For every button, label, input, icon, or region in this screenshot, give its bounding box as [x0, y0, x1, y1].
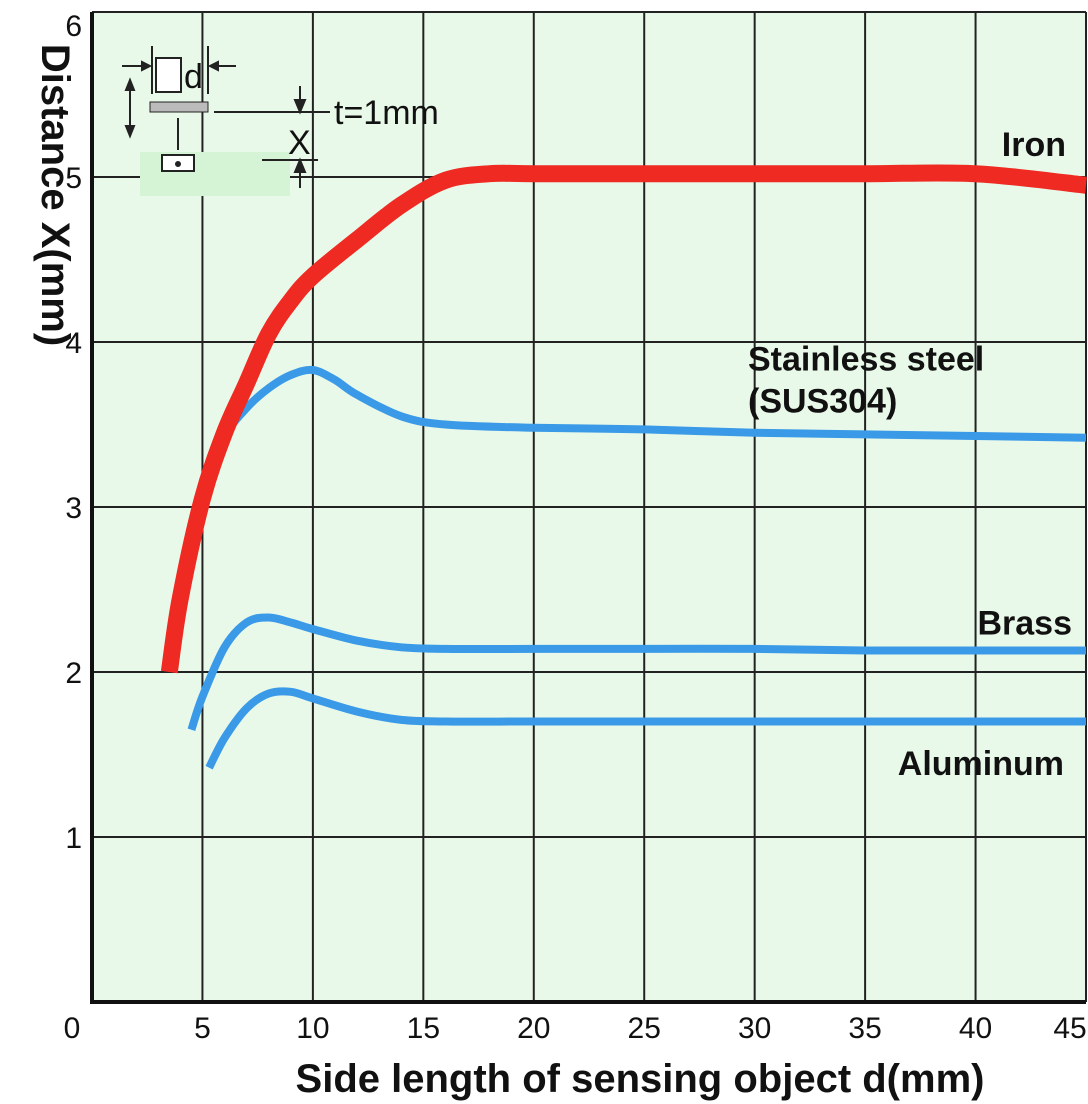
series-label: Aluminum: [898, 745, 1064, 783]
inset-dimension-lines: [124, 77, 330, 188]
x-tick-label: 20: [517, 1012, 550, 1045]
inset-thickness-label: t=1mm: [334, 94, 439, 132]
y-tick-label: 5: [65, 162, 82, 195]
x-tick-label: 35: [848, 1012, 881, 1045]
inset-x-label: X: [288, 124, 311, 162]
series-label: Iron: [1002, 126, 1066, 164]
y-tick-label: 4: [65, 327, 82, 360]
x-tick-label: 45: [1053, 1012, 1086, 1045]
series-label: Brass: [977, 605, 1072, 643]
y-tick-labels: 1 2 3 4 5 6: [65, 10, 82, 855]
series-labels: Iron Stainless steel (SUS304) Brass Aluminum: [748, 126, 1072, 783]
y-tick-label: 2: [65, 657, 82, 690]
series-line-aluminum: [205, 687, 1086, 770]
x-tick-label: 15: [407, 1012, 440, 1045]
x-tick-label: 0: [64, 1012, 81, 1045]
inset-d-label: d: [184, 58, 203, 96]
x-tick-labels: 0 5 10 15 20 25 30 35 40 45: [64, 1012, 1087, 1045]
series-line-iron: [160, 164, 1087, 674]
y-tick-label: 6: [65, 10, 82, 43]
x-tick-label: 40: [959, 1012, 992, 1045]
inset-sensor-dot: [175, 161, 181, 167]
series-label: (SUS304): [748, 383, 897, 421]
y-tick-label: 3: [65, 492, 82, 525]
y-tick-label: 1: [65, 822, 82, 855]
series-lines: [160, 164, 1087, 770]
x-tick-label: 30: [738, 1012, 771, 1045]
x-tick-label: 10: [296, 1012, 329, 1045]
series-label: Stainless steel: [748, 341, 984, 379]
x-axis-title: Side length of sensing object d(mm): [296, 1057, 985, 1101]
inset-object: [122, 46, 236, 94]
sensing-diagram-inset: d t=1mm X: [122, 46, 439, 196]
inset-plate: [149, 101, 209, 113]
x-tick-label: 5: [194, 1012, 211, 1045]
y-axis-title: Distance X(mm): [33, 44, 77, 346]
series-line-brass: [187, 613, 1086, 732]
x-tick-label: 25: [628, 1012, 661, 1045]
